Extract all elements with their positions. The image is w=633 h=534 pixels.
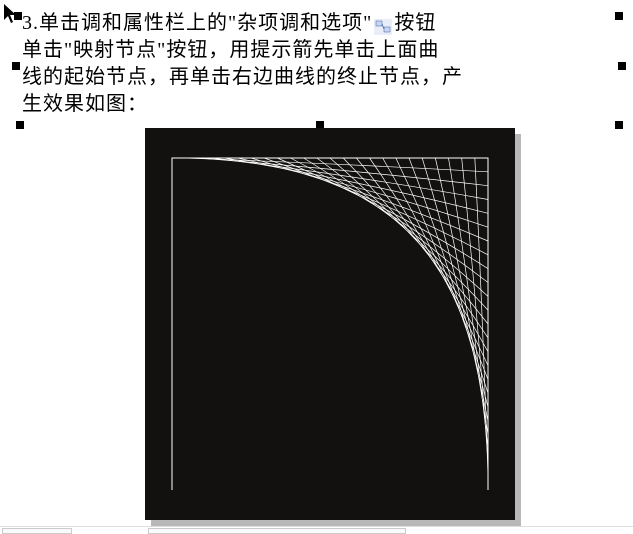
cursor-arrow-icon xyxy=(4,4,18,24)
selection-handle[interactable] xyxy=(615,12,623,20)
step-number: 3. xyxy=(22,12,39,34)
status-bar xyxy=(0,526,633,534)
misc-options-icon xyxy=(374,16,392,32)
selection-handle[interactable] xyxy=(16,121,24,129)
blend-lines-svg xyxy=(160,144,500,504)
line4: 生效果如图： xyxy=(22,93,148,115)
selection-handle[interactable] xyxy=(618,62,626,70)
result-figure xyxy=(145,128,525,528)
figure-canvas xyxy=(145,128,515,520)
line1a: 单击调和属性栏上的"杂项调和选项" xyxy=(39,12,372,34)
selection-handle[interactable] xyxy=(12,62,20,70)
line1b: 按钮 xyxy=(394,12,436,34)
instruction-text: 3.单击调和属性栏上的"杂项调和选项" 按钮 单击"映射节点"按钮，用提示箭先单击… xyxy=(22,10,615,118)
status-seg xyxy=(2,528,72,534)
line2: 单击"映射节点"按钮，用提示箭先单击上面曲 xyxy=(22,39,439,61)
selection-handle[interactable] xyxy=(615,121,623,129)
status-seg xyxy=(148,528,406,534)
line3: 线的起始节点，再单击右边曲线的终止节点，产 xyxy=(22,66,463,88)
